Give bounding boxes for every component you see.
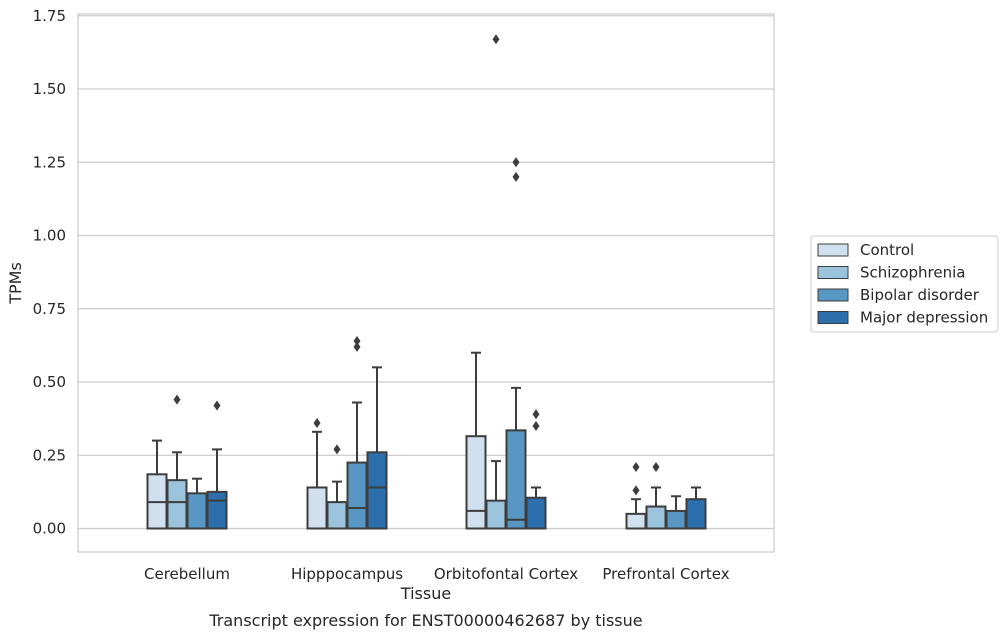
y-tick-label: 0.75 bbox=[33, 300, 66, 318]
box-body bbox=[206, 490, 228, 530]
box-body bbox=[685, 498, 707, 530]
box-2-2 bbox=[505, 157, 527, 530]
x-tick-label: Prefrontal Cortex bbox=[602, 565, 729, 583]
box-2-3 bbox=[525, 409, 547, 530]
chart-caption: Transcript expression for ENST0000046268… bbox=[208, 611, 642, 630]
outlier-point bbox=[512, 171, 520, 182]
outlier-point bbox=[492, 34, 500, 45]
box-1-1 bbox=[326, 444, 348, 530]
legend: Control Schizophrenia Bipolar disorder Majo… bbox=[810, 235, 999, 333]
outlier-point bbox=[333, 444, 341, 455]
box-body bbox=[166, 479, 188, 530]
outlier-point bbox=[213, 400, 221, 411]
outlier-point bbox=[313, 418, 321, 429]
box-3-3 bbox=[685, 486, 707, 530]
outlier-point bbox=[353, 341, 361, 352]
box-body bbox=[346, 461, 368, 530]
grid-lines bbox=[78, 15, 774, 530]
legend-label: Bipolar disorder bbox=[860, 286, 980, 304]
legend-label: Major depression bbox=[860, 309, 988, 327]
legend-label: Control bbox=[860, 241, 914, 259]
x-tick-label: Hipppocampus bbox=[291, 565, 403, 583]
box-3-0 bbox=[625, 461, 647, 530]
y-tick-label: 1.00 bbox=[33, 227, 66, 245]
x-tick-labels: Cerebellum Hipppocampus Orbitofontal Corte… bbox=[144, 565, 730, 583]
outlier-point bbox=[632, 461, 640, 472]
outlier-point bbox=[632, 485, 640, 496]
box-0-2 bbox=[186, 477, 208, 530]
box-body bbox=[665, 509, 687, 530]
box-body bbox=[505, 429, 527, 530]
y-tick-label: 0.50 bbox=[33, 373, 66, 391]
legend-swatch bbox=[817, 288, 849, 302]
box-2-0 bbox=[465, 351, 487, 530]
box-body bbox=[186, 492, 208, 530]
box-body bbox=[326, 501, 348, 530]
box-body bbox=[625, 512, 647, 530]
box-body bbox=[485, 499, 507, 530]
plot-area bbox=[77, 13, 775, 553]
box-body bbox=[645, 505, 667, 530]
y-axis-label: TPMs bbox=[6, 262, 25, 305]
box-body bbox=[465, 435, 487, 530]
y-tick-label: 0.25 bbox=[33, 446, 66, 464]
x-axis-label: Tissue bbox=[400, 584, 451, 603]
outlier-point bbox=[532, 409, 540, 420]
legend-swatch bbox=[817, 243, 849, 257]
x-tick-label: Cerebellum bbox=[144, 565, 230, 583]
box-0-0 bbox=[146, 439, 168, 530]
x-tick-label: Orbitofontal Cortex bbox=[434, 565, 578, 583]
outlier-point bbox=[353, 335, 361, 346]
y-tick-label: 1.50 bbox=[33, 80, 66, 98]
box-1-3 bbox=[366, 366, 388, 530]
outlier-point bbox=[173, 394, 181, 405]
box-marks bbox=[146, 34, 707, 530]
box-body bbox=[366, 451, 388, 530]
outlier-point bbox=[652, 461, 660, 472]
box-body bbox=[306, 486, 328, 530]
legend-label: Schizophrenia bbox=[860, 264, 965, 282]
y-tick-label: 1.75 bbox=[33, 7, 66, 25]
box-body bbox=[525, 496, 547, 530]
legend-swatch bbox=[817, 311, 849, 324]
outlier-point bbox=[532, 420, 540, 431]
box-3-2 bbox=[665, 495, 687, 530]
box-0-3 bbox=[206, 400, 228, 530]
legend-frame bbox=[810, 235, 999, 333]
y-tick-labels: 0.00 0.25 0.50 0.75 1.00 1.25 1.50 1.75 bbox=[33, 7, 66, 538]
outlier-point bbox=[512, 157, 520, 168]
y-tick-label: 0.00 bbox=[33, 520, 66, 538]
y-tick-label: 1.25 bbox=[33, 153, 66, 171]
legend-swatch bbox=[817, 266, 849, 279]
